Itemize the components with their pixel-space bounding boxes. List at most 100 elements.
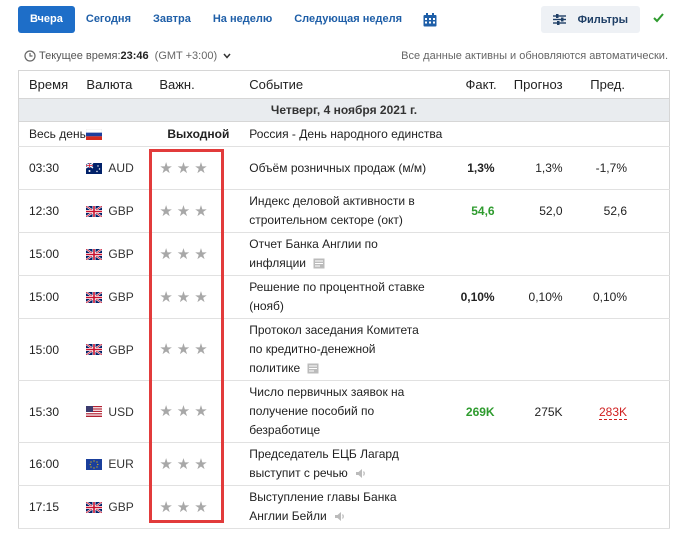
previous-value: 283K xyxy=(598,404,627,420)
star-icon: ★ xyxy=(159,498,173,516)
event-cell[interactable]: Протокол заседания Комитета по кредитно-… xyxy=(239,318,435,381)
table-row[interactable]: 16:00 EUR ★ ★ ★ Председатель ЕЦБ Лагард вы… xyxy=(18,442,670,486)
holiday-row: Весь день Выходной Россия - День народно… xyxy=(18,121,670,147)
uk-flag-icon xyxy=(86,205,103,217)
actual-value: 54,6 xyxy=(434,189,505,233)
importance-stars: ★ ★ ★ xyxy=(151,442,240,486)
event-cell[interactable]: Председатель ЕЦБ Лагард выступит с речью xyxy=(239,442,435,486)
uk-flag-icon xyxy=(86,501,103,513)
table-row[interactable]: 15:00 GBP ★ ★ ★ Протокол заседания Комитет… xyxy=(18,318,670,381)
event-time: 17:15 xyxy=(18,485,87,529)
currency-code: GBP xyxy=(108,204,134,218)
event-name[interactable]: Индекс деловой активности в строительном… xyxy=(239,189,435,233)
currency-code: EUR xyxy=(108,457,134,471)
event-time: 15:30 xyxy=(18,380,87,443)
tab-today[interactable]: Сегодня xyxy=(85,13,131,25)
calendar-icon xyxy=(423,12,437,26)
table-row[interactable]: 03:30 AUD ★ ★ ★ Объём розничных продаж (м/… xyxy=(18,146,670,190)
currency-code: GBP xyxy=(108,290,134,304)
event-name[interactable]: Председатель ЕЦБ Лагард выступит с речью xyxy=(249,447,399,480)
star-icon: ★ xyxy=(176,455,191,473)
table-row[interactable]: 15:00 GBP ★ ★ ★ Решение по процентной став… xyxy=(18,275,670,319)
star-icon: ★ xyxy=(176,245,191,263)
chevron-down-icon[interactable] xyxy=(223,53,231,59)
table-row[interactable]: 15:00 GBP ★ ★ ★ Отчет Банка Англии по инфл… xyxy=(18,232,670,276)
table-row[interactable]: 17:15 GBP ★ ★ ★ Выступление главы Банка Ан… xyxy=(18,485,670,529)
actual-value xyxy=(434,318,505,381)
holiday-time: Весь день xyxy=(18,121,87,147)
currency-code: GBP xyxy=(108,500,134,514)
star-icon: ★ xyxy=(194,455,208,473)
filters-label: Фильтры xyxy=(577,13,628,26)
sliders-icon xyxy=(552,14,566,25)
usa-flag-icon xyxy=(86,406,103,417)
event-time: 12:30 xyxy=(18,189,87,233)
clock-icon xyxy=(24,50,36,62)
event-cell[interactable]: Отчет Банка Англии по инфляции xyxy=(239,232,435,276)
currency-cell: GBP xyxy=(86,485,152,529)
table-row[interactable]: 12:30 GBP ★ ★ ★ Индекс деловой активности … xyxy=(18,189,670,233)
star-icon: ★ xyxy=(176,498,191,516)
star-icon: ★ xyxy=(159,288,173,306)
star-icon: ★ xyxy=(159,202,173,220)
previous-value: 52,6 xyxy=(574,189,670,233)
holiday-event[interactable]: Россия - День народного единства xyxy=(239,121,670,147)
event-name[interactable]: Выступление главы Банка Англии Бейли xyxy=(249,490,397,523)
star-icon: ★ xyxy=(176,288,191,306)
event-name[interactable]: Решение по процентной ставке (нояб) xyxy=(239,275,435,319)
column-header-actual: Факт. xyxy=(434,70,505,99)
event-name[interactable]: Число первичных заявок на получение посо… xyxy=(239,380,435,443)
event-name[interactable]: Протокол заседания Комитета по кредитно-… xyxy=(249,323,419,375)
star-icon: ★ xyxy=(176,341,191,358)
holiday-text: Выходной xyxy=(167,127,230,141)
star-icon: ★ xyxy=(194,245,208,263)
forecast-value: 1,3% xyxy=(504,146,575,190)
importance-stars: ★ ★ ★ xyxy=(151,146,240,190)
star-icon: ★ xyxy=(194,202,208,220)
star-icon: ★ xyxy=(176,159,191,177)
timezone-selector[interactable]: (GMT +3:00) xyxy=(154,50,218,62)
star-icon: ★ xyxy=(159,403,173,420)
forecast-value: 275K xyxy=(504,380,575,443)
column-header-currency: Валюта xyxy=(86,70,152,99)
holiday-label: Выходной xyxy=(151,121,240,147)
filters-button[interactable]: Фильтры xyxy=(540,6,640,33)
tab-tomorrow[interactable]: Завтра xyxy=(153,13,191,25)
star-icon: ★ xyxy=(194,341,208,358)
current-time-label: Текущее время: xyxy=(39,50,121,62)
document-icon xyxy=(307,363,319,374)
actual-value xyxy=(434,232,505,276)
forecast-value xyxy=(504,485,575,529)
tab-this-week[interactable]: На неделю xyxy=(212,13,273,25)
forecast-value: 0,10% xyxy=(504,275,575,319)
economic-calendar-table: Время Валюта Важн. Событие Факт. Прогноз… xyxy=(18,70,670,529)
star-icon: ★ xyxy=(159,455,173,473)
star-icon: ★ xyxy=(159,341,173,358)
star-icon: ★ xyxy=(194,159,208,177)
star-icon: ★ xyxy=(194,498,208,516)
tab-yesterday[interactable]: Вчера xyxy=(18,6,75,33)
table-row[interactable]: 15:30 USD ★ ★ ★ Число первичных заявок на … xyxy=(18,380,670,443)
top-toolbar: Вчера Сегодня Завтра На неделю Следующая… xyxy=(18,6,670,33)
calendar-button[interactable] xyxy=(413,6,447,33)
event-time: 16:00 xyxy=(18,442,87,486)
previous-value xyxy=(574,442,670,486)
event-time: 15:00 xyxy=(18,232,87,276)
tab-next-week[interactable]: Следующая неделя xyxy=(294,13,403,25)
current-time: 23:46 xyxy=(120,50,149,62)
period-tabs: Вчера Сегодня Завтра На неделю Следующая… xyxy=(18,6,447,33)
actual-value xyxy=(434,485,505,529)
uk-flag-icon xyxy=(86,291,103,303)
event-name[interactable]: Отчет Банка Англии по инфляции xyxy=(249,237,378,270)
actual-value: 269K xyxy=(434,380,505,443)
uk-flag-icon xyxy=(86,344,103,355)
star-icon: ★ xyxy=(159,159,173,177)
event-name[interactable]: Объём розничных продаж (м/м) xyxy=(239,146,435,190)
star-icon: ★ xyxy=(194,288,208,306)
eu-flag-icon xyxy=(86,458,103,470)
currency-cell: EUR xyxy=(86,442,152,486)
actual-value: 0,10% xyxy=(434,275,505,319)
currency-code: GBP xyxy=(108,342,134,357)
importance-stars: ★ ★ ★ xyxy=(151,318,240,381)
event-cell[interactable]: Выступление главы Банка Англии Бейли xyxy=(239,485,435,529)
